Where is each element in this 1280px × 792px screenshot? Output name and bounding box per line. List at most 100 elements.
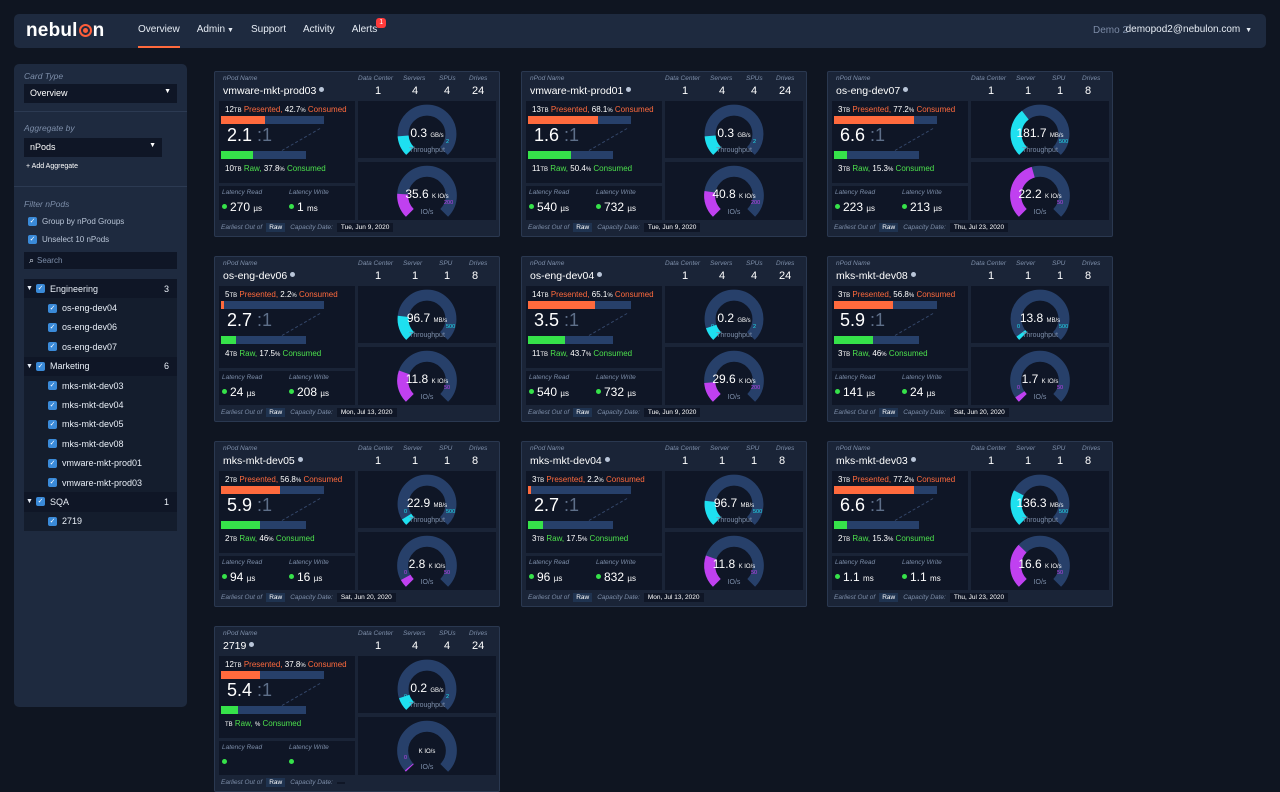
tree-item[interactable]: ✓ os-eng-dev04 (24, 298, 177, 318)
nav-support[interactable]: Support (251, 14, 286, 48)
info-icon[interactable] (910, 457, 916, 462)
iops-value: 35.6 K IO/s (358, 187, 496, 201)
npod-name[interactable]: 2719 (223, 640, 255, 652)
tree-item[interactable]: ✓ vmware-mkt-prod01 (24, 453, 177, 473)
tb-unit: TB (536, 478, 545, 484)
nav-activity[interactable]: Activity (303, 14, 335, 48)
throughput-value: 96.7 MB/s (358, 311, 496, 325)
tree-item[interactable]: ✓ os-eng-dev07 (24, 337, 177, 357)
raw-pill[interactable]: Raw (573, 408, 593, 417)
ratio-suffix: :1 (559, 495, 580, 515)
status-dot-icon (902, 389, 907, 394)
tree-item[interactable]: ✓ mks-mkt-dev05 (24, 414, 177, 435)
latency-write-value: 732 µs (596, 385, 636, 399)
npod-card[interactable]: nPod Name mks-mkt-dev04 Data Center 1 Se… (521, 441, 807, 607)
raw-pill[interactable]: Raw (266, 778, 286, 787)
npod-name[interactable]: mks-mkt-dev05 (223, 455, 303, 467)
triangle-down-icon[interactable]: ▼ (26, 285, 33, 293)
raw-pill[interactable]: Raw (266, 593, 286, 602)
info-icon[interactable] (626, 87, 632, 92)
npod-card[interactable]: nPod Name os-eng-dev06 Data Center 1 Ser… (214, 256, 500, 422)
info-icon[interactable] (297, 457, 303, 462)
servers-value: 1 (1025, 455, 1032, 467)
npod-card[interactable]: nPod Name 2719 Data Center 1 Servers 4 S… (214, 626, 500, 792)
nebulon-logo[interactable]: nebul n (26, 20, 105, 41)
spus-header: SPU (1052, 260, 1066, 267)
tree-group-sqa[interactable]: ▼ ✓ SQA 1 (24, 492, 177, 512)
info-icon[interactable] (910, 272, 916, 277)
user-menu[interactable]: demopod2@nebulon.com ▼ (1126, 24, 1252, 35)
tree-item[interactable]: ✓ 2719 (24, 511, 177, 532)
checkbox-checked-icon[interactable]: ✓ (48, 516, 57, 526)
raw-pill[interactable]: Raw (879, 593, 899, 602)
tree-group-count: 6 (163, 361, 169, 372)
info-icon[interactable] (290, 272, 296, 277)
npod-name[interactable]: os-eng-dev07 (836, 85, 909, 97)
tree-item[interactable]: ✓ mks-mkt-dev03 (24, 375, 177, 396)
triangle-down-icon[interactable]: ▼ (26, 498, 33, 506)
info-icon[interactable] (903, 87, 909, 92)
raw-pill[interactable]: Raw (573, 223, 593, 232)
unselect-checkbox[interactable]: ✓ Unselect 10 nPods (28, 235, 109, 244)
raw-pill[interactable]: Raw (266, 408, 286, 417)
npod-card[interactable]: nPod Name os-eng-dev07 Data Center 1 Ser… (827, 71, 1113, 237)
tree-item[interactable]: ✓ vmware-mkt-prod03 (24, 472, 177, 493)
search-input[interactable]: ⌕ Search (24, 252, 177, 269)
triangle-down-icon[interactable]: ▼ (26, 362, 33, 370)
throughput-number: 0.3 (717, 126, 734, 140)
npod-name[interactable]: os-eng-dev06 (223, 270, 296, 282)
checkbox-checked-icon[interactable]: ✓ (36, 284, 45, 294)
tb-unit: TB (842, 352, 851, 358)
npod-card[interactable]: nPod Name mks-mkt-dev08 Data Center 1 Se… (827, 256, 1113, 422)
npod-name[interactable]: vmware-mkt-prod03 (223, 85, 325, 97)
info-icon[interactable] (604, 457, 610, 462)
servers-value: 1 (1025, 270, 1032, 282)
tree-item[interactable]: ✓ mks-mkt-dev04 (24, 395, 177, 415)
checkbox-checked-icon[interactable]: ✓ (48, 322, 57, 332)
nav-alerts[interactable]: Alerts 1 (352, 14, 387, 48)
npod-name[interactable]: mks-mkt-dev03 (836, 455, 916, 467)
npod-card[interactable]: nPod Name os-eng-dev04 Data Center 1 Ser… (521, 256, 807, 422)
raw-tb: 2 (225, 534, 230, 543)
latency-write-number: 213 (910, 200, 931, 214)
add-aggregate-button[interactable]: + Add Aggregate (26, 163, 78, 170)
npod-name[interactable]: vmware-mkt-prod01 (530, 85, 632, 97)
npod-card[interactable]: nPod Name mks-mkt-dev05 Data Center 1 Se… (214, 441, 500, 607)
checkbox-checked-icon[interactable]: ✓ (48, 439, 57, 449)
tree-item[interactable]: ✓ mks-mkt-dev08 (24, 434, 177, 454)
raw-pill[interactable]: Raw (879, 223, 899, 232)
latency-write-header: Latency Write (289, 189, 329, 196)
tree-group-marketing[interactable]: ▼ ✓ Marketing 6 (24, 356, 177, 376)
checkbox-checked-icon[interactable]: ✓ (48, 478, 57, 488)
nav-overview[interactable]: Overview (138, 14, 180, 48)
aggregate-select[interactable]: nPods ▼ (24, 138, 162, 157)
earliest-label: Earliest Out of (528, 224, 570, 231)
checkbox-checked-icon[interactable]: ✓ (36, 361, 45, 371)
info-icon[interactable] (249, 642, 255, 647)
checkbox-checked-icon[interactable]: ✓ (48, 303, 57, 313)
tree-group-engineering[interactable]: ▼ ✓ Engineering 3 (24, 279, 177, 299)
nav-admin[interactable]: Admin ▼ (197, 14, 234, 48)
npod-card[interactable]: nPod Name vmware-mkt-prod01 Data Center … (521, 71, 807, 237)
npod-card[interactable]: nPod Name vmware-mkt-prod03 Data Center … (214, 71, 500, 237)
info-icon[interactable] (319, 87, 325, 92)
latency-write-value: 732 µs (596, 200, 636, 214)
raw-pill[interactable]: Raw (879, 408, 899, 417)
raw-pill[interactable]: Raw (573, 593, 593, 602)
tree-item[interactable]: ✓ os-eng-dev06 (24, 317, 177, 338)
checkbox-checked-icon[interactable]: ✓ (48, 381, 57, 391)
info-icon[interactable] (597, 272, 603, 277)
group-by-checkbox[interactable]: ✓ Group by nPod Groups (28, 217, 124, 226)
raw-pill[interactable]: Raw (266, 223, 286, 232)
npod-name[interactable]: os-eng-dev04 (530, 270, 603, 282)
card-type-select[interactable]: Overview ▼ (24, 84, 177, 103)
npod-card[interactable]: nPod Name mks-mkt-dev03 Data Center 1 Se… (827, 441, 1113, 607)
checkbox-checked-icon[interactable]: ✓ (48, 458, 57, 468)
npod-name[interactable]: mks-mkt-dev08 (836, 270, 916, 282)
gauge-max: 200 (751, 385, 761, 391)
checkbox-checked-icon[interactable]: ✓ (48, 419, 57, 429)
checkbox-checked-icon[interactable]: ✓ (48, 342, 57, 352)
npod-name[interactable]: mks-mkt-dev04 (530, 455, 610, 467)
checkbox-checked-icon[interactable]: ✓ (36, 497, 45, 507)
checkbox-checked-icon[interactable]: ✓ (48, 400, 57, 410)
